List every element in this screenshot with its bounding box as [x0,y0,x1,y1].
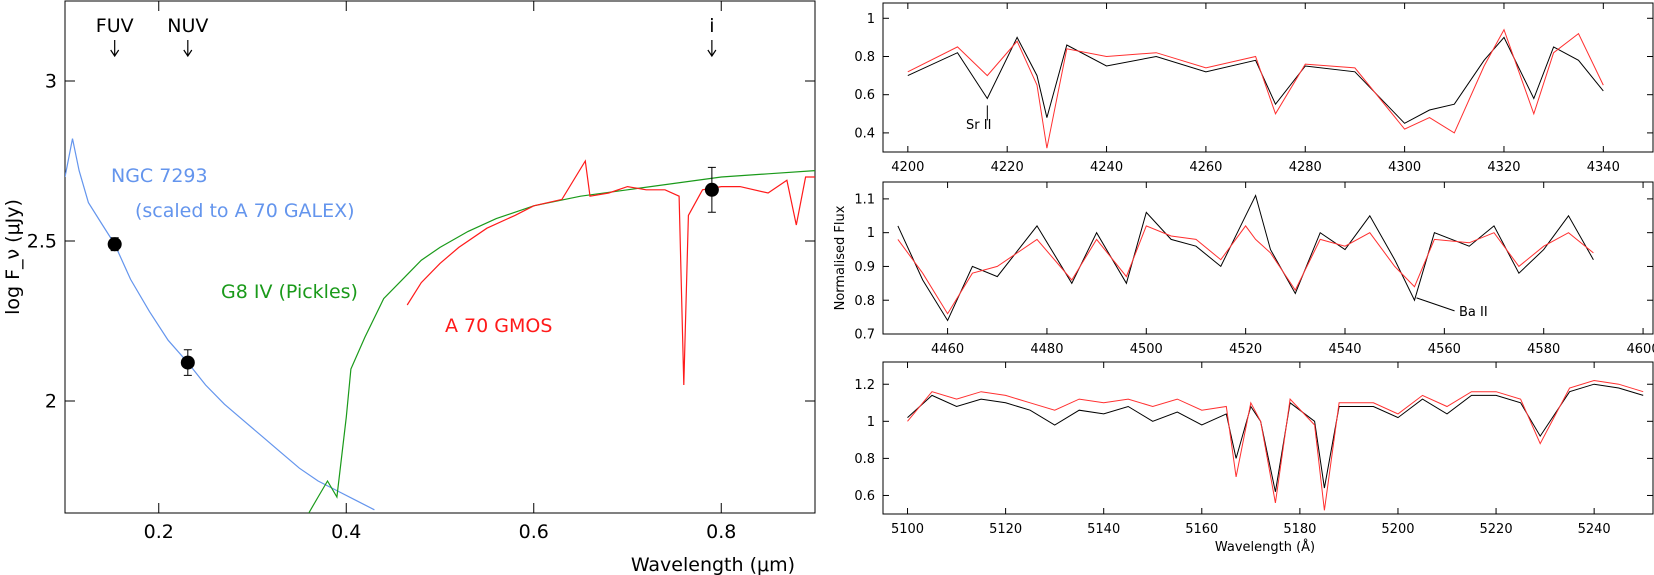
spec1-xtick-label: 4280 [1289,160,1322,175]
spec3-ytick-label: 0.8 [854,452,875,467]
spec-ylabel: Normalised Flux [833,205,848,310]
spec2-ytick-label: 0.9 [854,260,875,275]
photometry-point [180,355,195,370]
spec1-series-model [907,28,1604,149]
sed-xtick-label: 0.8 [706,521,736,543]
sed-ytick-label: 3 [45,71,57,93]
spec3-ytick-label: 0.6 [854,489,875,504]
sed-xtick-label: 0.6 [519,521,549,543]
sed-ytick-label: 2.5 [27,231,57,253]
filter-label: NUV [167,15,208,37]
spec3-series-observed [907,383,1644,492]
photometry-point [107,237,122,252]
spec3-xtick-label: 5220 [1480,522,1513,537]
filter-arrow [183,40,193,58]
spec1-panel-frame [882,2,1654,153]
spec2-ytick-label: 1 [867,226,875,241]
sed-series-a-70-gmos [406,159,815,386]
annotation-g8iv: G8 IV (Pickles) [221,281,358,303]
spec-xlabel: Wavelength (Å) [1215,539,1315,555]
spec3-xtick-label: 5180 [1283,522,1316,537]
spec1-xtick-label: 4340 [1587,160,1620,175]
spec1-xtick-label: 4300 [1388,160,1421,175]
spec2-xtick-label: 4460 [931,342,964,357]
spec2-series-model [897,225,1594,315]
spec2-panel-frame [882,181,1654,335]
spec2-xtick-label: 4560 [1428,342,1461,357]
spec3-xtick-label: 5120 [989,522,1022,537]
spec2-xtick-label: 4520 [1229,342,1262,357]
sed-xtick-label: 0.4 [331,521,361,543]
sed-ytick-label: 2 [45,391,57,413]
annotation-ba-ii: Ba II [1459,305,1488,320]
sed-series-g8-iv-pickles [308,170,815,513]
spec2-ytick-label: 1.1 [854,192,875,207]
spec1-xtick-label: 4200 [891,160,924,175]
sed-xlabel: Wavelength (μm) [631,554,795,575]
spec2-xtick-label: 4500 [1130,342,1163,357]
spec3-xtick-label: 5240 [1578,522,1611,537]
spec2-ytick-label: 0.7 [854,328,875,343]
spec1-xtick-label: 4320 [1487,160,1520,175]
annotation-ngc7293: NGC 7293 [111,165,208,187]
spec1-ytick-label: 0.8 [854,50,875,65]
sed-xtick-label: 0.2 [144,521,174,543]
annotation-scaled: (scaled to A 70 GALEX) [135,200,355,222]
spec1-series-observed [907,36,1604,124]
spec3-xtick-label: 5140 [1087,522,1120,537]
spec2-xtick-label: 4580 [1527,342,1560,357]
spec2-series-observed [897,194,1594,322]
spec3-series-model [907,379,1644,511]
spec3-xtick-label: 5160 [1185,522,1218,537]
filter-arrow [707,40,717,58]
annotation-a70-gmos: A 70 GMOS [445,315,552,337]
annotation-sr-ii: Sr II [966,118,991,133]
spec3-panel-frame [882,361,1654,515]
spec2-ytick-label: 0.8 [854,294,875,309]
filter-label: i [709,15,714,37]
spec3-ytick-label: 1 [867,415,875,430]
spec3-xtick-label: 5200 [1381,522,1414,537]
spec1-xtick-label: 4220 [991,160,1024,175]
sed-series-ngc-7293 [65,138,375,511]
sed-panel-frame [64,0,816,514]
spec1-ytick-label: 0.4 [854,126,875,141]
spec1-ytick-label: 1 [867,12,875,27]
spec2-xtick-label: 4540 [1328,342,1361,357]
spec3-ytick-label: 1.2 [854,378,875,393]
filter-arrow [110,40,120,58]
ba-ii-marker [1416,297,1455,312]
spec1-xtick-label: 4240 [1090,160,1123,175]
sed-ylabel: log F_ν (μJy) [2,199,24,315]
spec1-ytick-label: 0.6 [854,88,875,103]
filter-label: FUV [96,15,134,37]
spec1-xtick-label: 4260 [1189,160,1222,175]
spec3-xtick-label: 5100 [891,522,924,537]
spec2-xtick-label: 4480 [1030,342,1063,357]
photometry-point [704,182,719,197]
